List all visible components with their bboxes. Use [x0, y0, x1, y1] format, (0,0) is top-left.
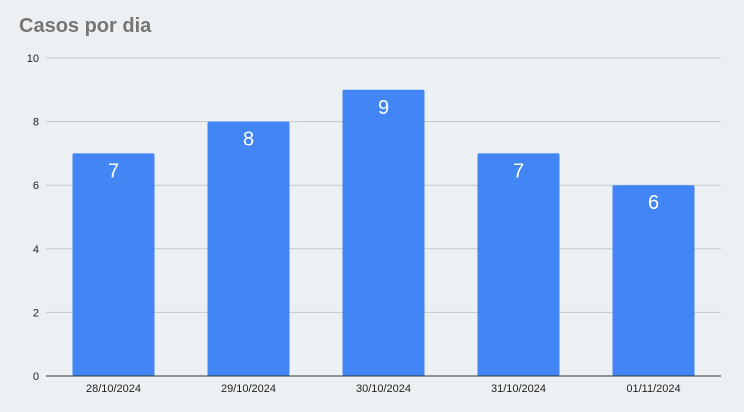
x-tick-label: 31/10/2024	[491, 383, 546, 395]
y-tick-label: 4	[33, 244, 39, 256]
data-label: 7	[108, 160, 119, 182]
data-label: 9	[378, 97, 389, 119]
bar	[207, 121, 290, 376]
y-tick-label: 8	[33, 117, 39, 129]
bar	[72, 153, 155, 376]
bar	[477, 153, 560, 376]
bar	[612, 185, 695, 376]
axes: 0 2 4 6 8 10 28/10/2024 29/10/2024 30/10/2024 31/…	[27, 53, 721, 395]
y-tick-label: 10	[27, 53, 39, 65]
x-tick-label: 29/10/2024	[221, 383, 276, 395]
y-tick-label: 2	[33, 307, 39, 319]
y-tick-label: 0	[33, 371, 39, 383]
bar	[342, 89, 425, 377]
x-tick-label: 01/11/2024	[626, 383, 680, 395]
bars	[72, 89, 695, 377]
data-label: 6	[648, 192, 659, 214]
chart-title: Casos por dia	[19, 15, 152, 37]
data-label: 7	[513, 160, 524, 182]
data-label: 8	[243, 129, 254, 151]
x-tick-label: 30/10/2024	[356, 383, 411, 395]
data-labels: 7 8 9 7 6	[108, 97, 659, 214]
x-tick-label: 28/10/2024	[86, 383, 141, 395]
y-tick-label: 6	[33, 180, 39, 192]
